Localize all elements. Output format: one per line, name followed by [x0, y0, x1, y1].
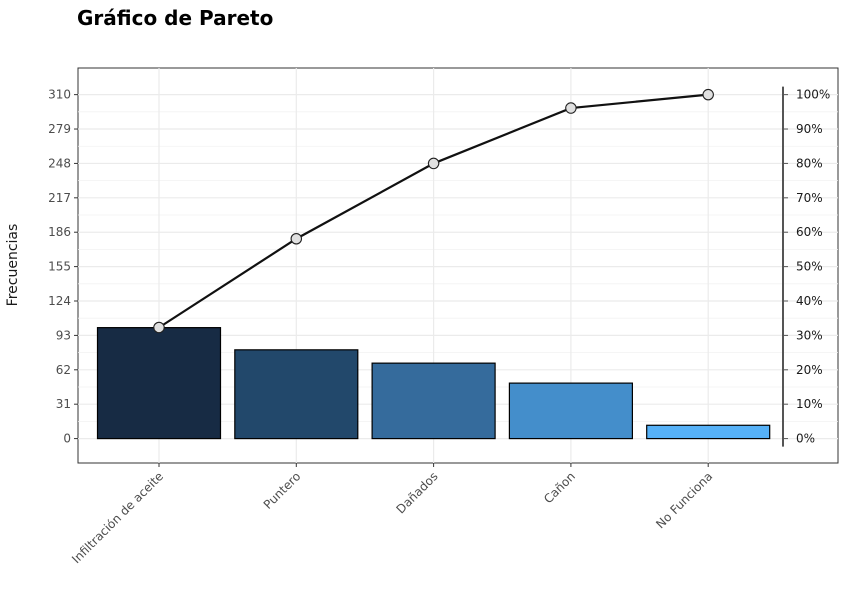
y-tick-label: 0	[63, 432, 71, 446]
y-tick-label: 62	[56, 363, 71, 377]
x-tick-label: No Funciona	[653, 469, 715, 531]
bar-1	[96, 327, 222, 440]
y-tick-label: 186	[48, 225, 71, 239]
y-tick-label: 217	[48, 191, 71, 205]
cumulative-point-2	[290, 232, 303, 245]
y2-tick-label: 10%	[796, 397, 823, 411]
y2-tick-label: 30%	[796, 328, 823, 342]
cumulative-point-3	[427, 157, 440, 170]
x-tick-label: Cañon	[541, 469, 578, 506]
bar-5	[646, 424, 771, 440]
x-tick-label: Dañados	[394, 469, 441, 516]
bars	[96, 327, 771, 440]
y2-tick-label: 40%	[796, 294, 823, 308]
y2-tick-label: 90%	[796, 122, 823, 136]
y-tick-label: 31	[56, 397, 71, 411]
y-tick-label: 155	[48, 260, 71, 274]
y-tick-label: 248	[48, 156, 71, 170]
y2-tick-label: 50%	[796, 260, 823, 274]
chart-title: Gráfico de Pareto	[77, 6, 274, 30]
cumulative-point-1	[153, 321, 165, 334]
y-tick-label: 310	[48, 88, 71, 102]
y2-tick-label: 80%	[796, 156, 823, 170]
y-tick-label: 279	[48, 122, 71, 136]
y2-tick-label: 20%	[796, 363, 823, 377]
cumulative-point-4	[565, 102, 577, 114]
y2-tick-label: 60%	[796, 225, 823, 239]
x-tick-label: Puntero	[261, 469, 304, 512]
cumulative-point-5	[702, 88, 714, 101]
y-tick-label: 124	[48, 294, 71, 308]
bar-4	[508, 382, 633, 440]
y-tick-label: 93	[56, 328, 71, 342]
y2-tick-label: 0%	[796, 432, 815, 446]
y2-tick-label: 100%	[796, 88, 830, 102]
x-tick-label: Infiltración de aceite	[69, 469, 166, 566]
cumulative-line-group	[153, 88, 714, 334]
bar-2	[234, 349, 359, 440]
bar-3	[371, 362, 496, 440]
y-axis-title: Frecuencias	[5, 224, 21, 307]
y2-tick-label: 70%	[796, 191, 823, 205]
